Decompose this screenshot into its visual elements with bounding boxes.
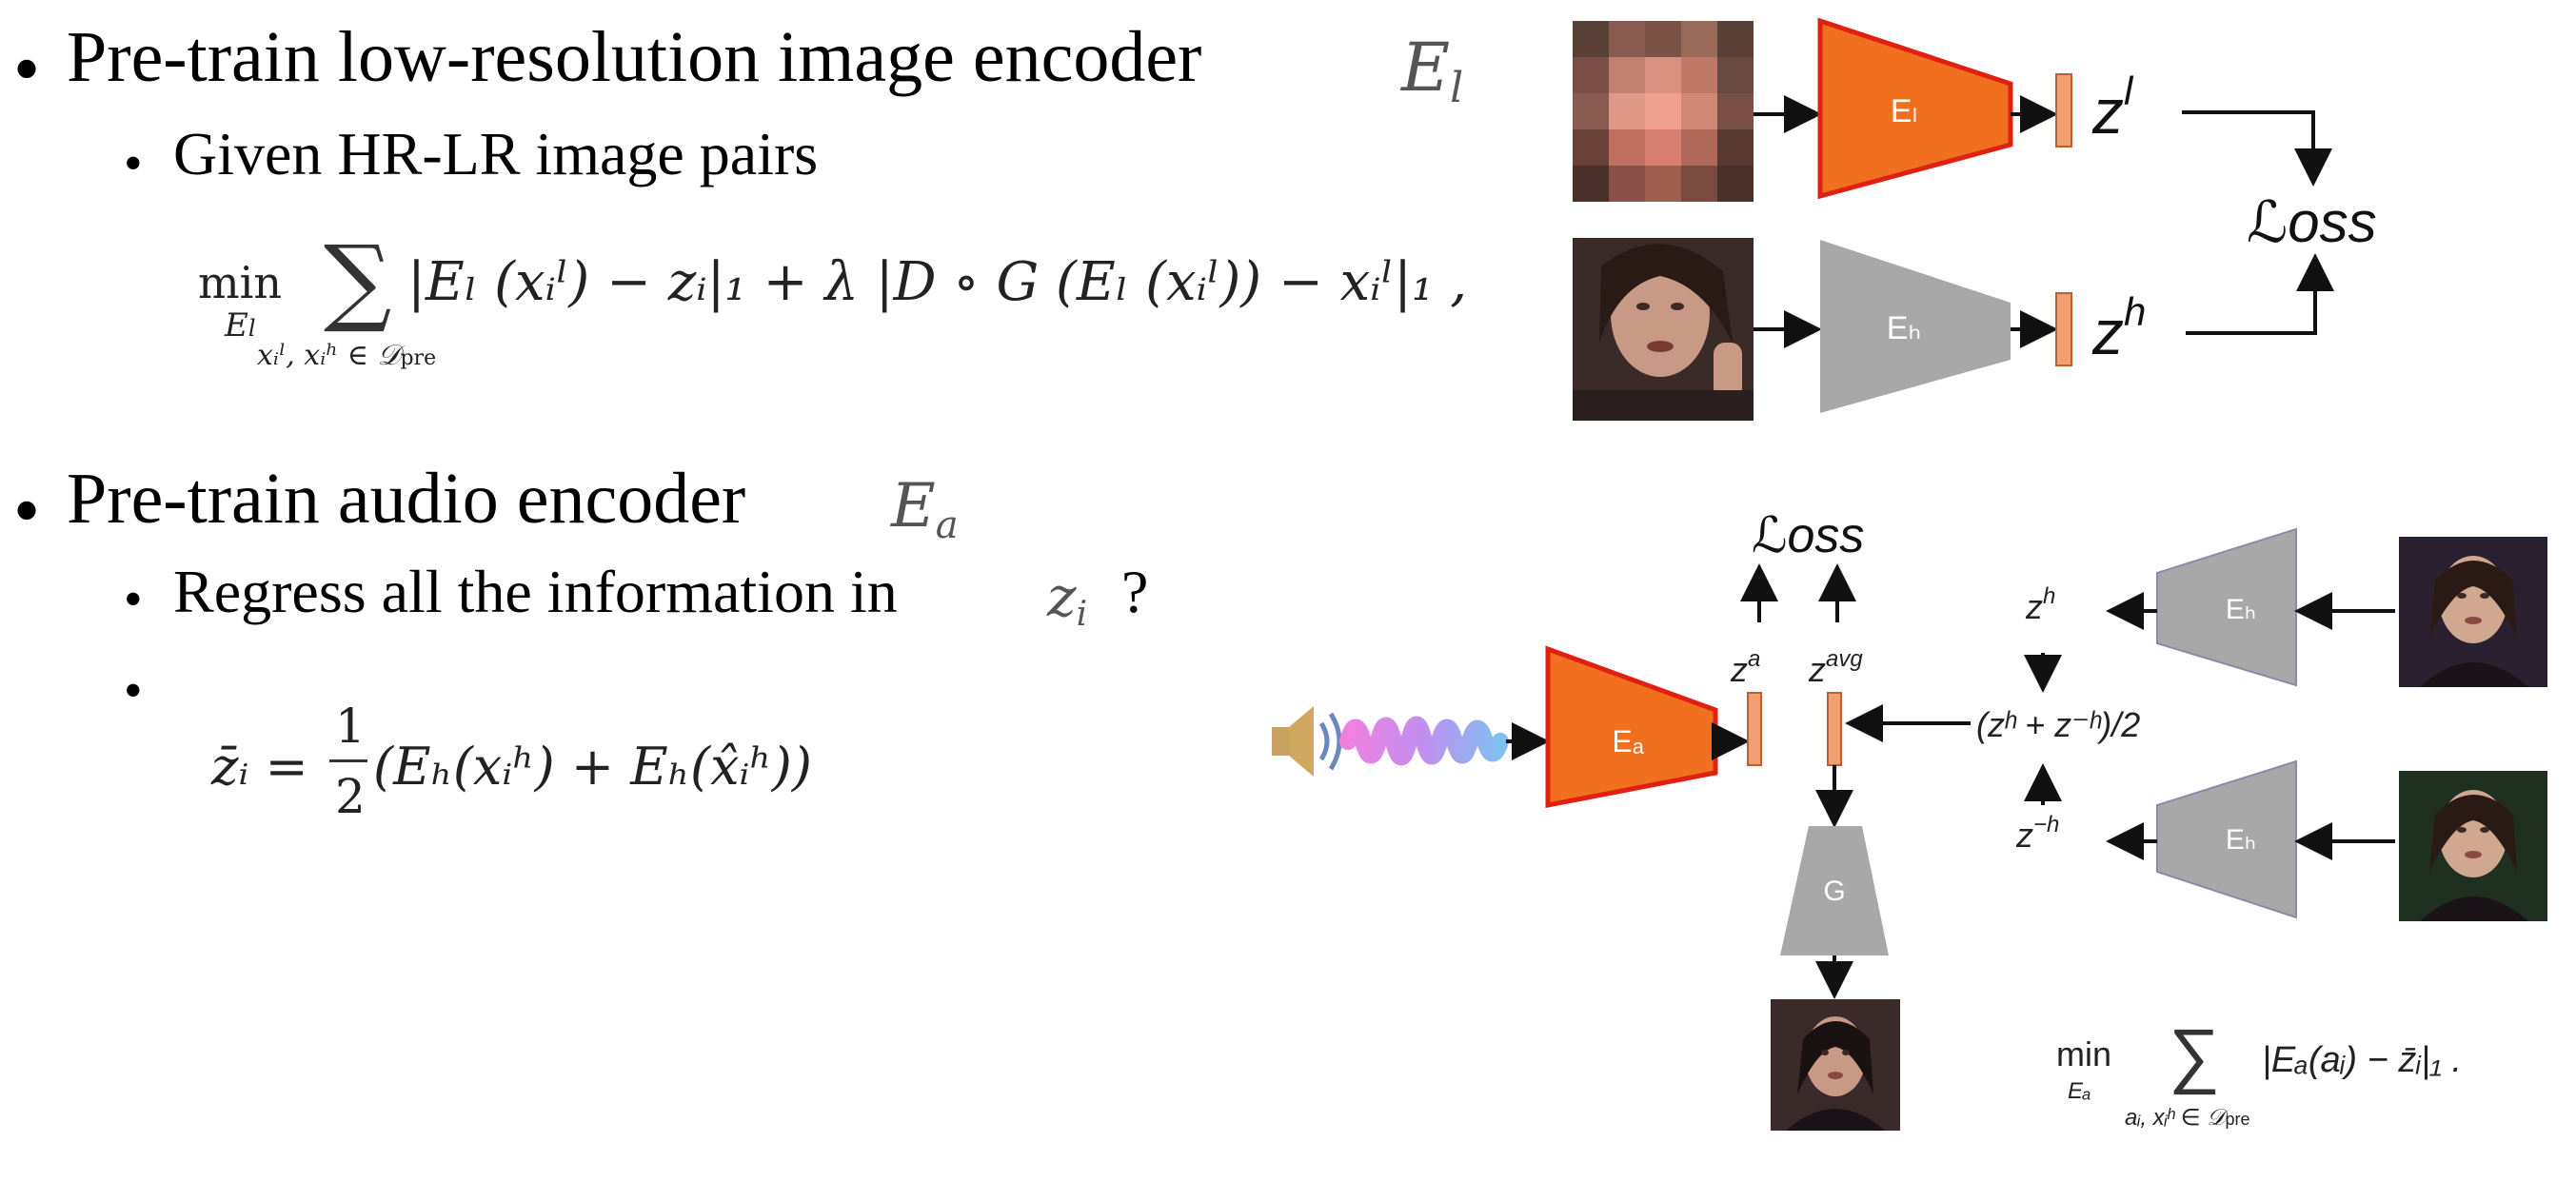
encoder-eh-bottom-shape <box>2156 759 2297 919</box>
hr-face-image-top <box>2399 537 2547 687</box>
latent-zl-label: zl <box>2091 69 2134 147</box>
latent-zavg-label: zavg <box>1808 646 1863 689</box>
avg-formula: (zʰ + z⁻ʰ)/2 <box>1976 705 2140 744</box>
eq-zbar-rhs: (Eₕ(xᵢʰ) + Eₕ(x̂ᵢʰ)) <box>373 737 812 797</box>
encoder-eh-shape <box>1820 240 2011 413</box>
sub-regress: Regress all the information in <box>173 558 898 625</box>
diagram-lowres-encoder: Eₗ Eₕ zl zh ℒoss <box>1573 17 2377 421</box>
bullet-pretrain-audio: Pre-train audio encoder <box>67 459 746 539</box>
var-ea: Ea <box>891 471 959 547</box>
encoder-eh-top-shape <box>2156 527 2297 687</box>
diagram-audio-encoder: ℒoss Eₐ za zavg (zʰ + z⁻ʰ)/2 zh z−h Eₕ E… <box>1272 508 2547 1131</box>
latent-zh-bottom-label: zh <box>2025 583 2055 626</box>
sub-bullet-dot-3: • <box>124 661 143 720</box>
eq2-sum-symbol: ∑ <box>2169 1015 2220 1095</box>
encoder-el-shape <box>1817 17 2013 200</box>
eq-frac-num: 1 <box>335 699 366 754</box>
latent-zl <box>2055 73 2072 148</box>
latent-zavg <box>1827 692 1842 766</box>
var-el: El <box>1401 29 1464 112</box>
encoder-eh-bottom-label: Eₕ <box>2226 824 2256 856</box>
encoder-eh-label: Eₕ <box>1887 310 1921 346</box>
generator-g-label: G <box>1823 876 1845 907</box>
bullet-dot: • <box>13 28 41 111</box>
latent-za-label: za <box>1730 646 1760 689</box>
eq2-min-sub: Eₐ <box>2068 1078 2091 1104</box>
eq-min-el-sub: El <box>225 306 256 345</box>
hr-face-image <box>1573 238 1754 421</box>
eq-loss-body: |Eₗ (xᵢˡ) − zᵢ|₁ + λ |D ∘ G (Eₗ (xᵢˡ)) −… <box>407 251 1468 313</box>
eq-sum-sub: xᵢˡ, xᵢʰ ∈ 𝒟pre <box>257 339 437 372</box>
speaker-icon <box>1272 706 1342 777</box>
generated-face-image <box>1771 999 1900 1131</box>
sub-given-pairs: Given HR-LR image pairs <box>173 120 819 187</box>
bullet-dot-2: • <box>13 469 41 553</box>
eq-zbar-lhs: z̄ᵢ = <box>211 737 308 797</box>
loss-label-top: ℒoss <box>2247 190 2377 254</box>
question-mark: ? <box>1121 558 1149 625</box>
bullet-pretrain-lowres: Pre-train low-resolution image encoder <box>67 17 1202 97</box>
eq-frac-den: 2 <box>335 769 366 824</box>
encoder-el-label: Eₗ <box>1891 93 1917 129</box>
encoder-ea-label: Eₐ <box>1612 724 1644 758</box>
loss-label-bottom: ℒoss <box>1752 508 1864 563</box>
eq-frac-bar <box>329 759 367 762</box>
generator-g-shape <box>1780 826 1889 955</box>
lr-face-image <box>1573 21 1754 202</box>
eq2-min: min <box>2056 1034 2111 1074</box>
sub-bullet-dot-2: • <box>124 570 143 629</box>
var-zi: zi <box>1047 564 1088 634</box>
latent-zh-label: zh <box>2091 289 2146 367</box>
latent-zh <box>2055 292 2072 366</box>
encoder-eh-top-label: Eₕ <box>2226 594 2256 625</box>
waveform-icon <box>1339 716 1509 766</box>
eq-sum-symbol: ∑ <box>324 225 392 336</box>
encoder-ea-shape <box>1545 645 1718 809</box>
eq2-sum-sub: aᵢ, xᵢʰ ∈ 𝒟pre <box>2125 1105 2249 1131</box>
latent-zminush-label: z−h <box>2015 812 2059 855</box>
sub-bullet-dot: • <box>124 134 143 193</box>
latent-za <box>1747 692 1762 766</box>
hr-face-image-flipped <box>2399 771 2547 921</box>
eq-min-el: min <box>198 257 282 308</box>
eq2-body: |Eₐ(aᵢ) − z̄ᵢ|₁ . <box>2262 1040 2462 1080</box>
